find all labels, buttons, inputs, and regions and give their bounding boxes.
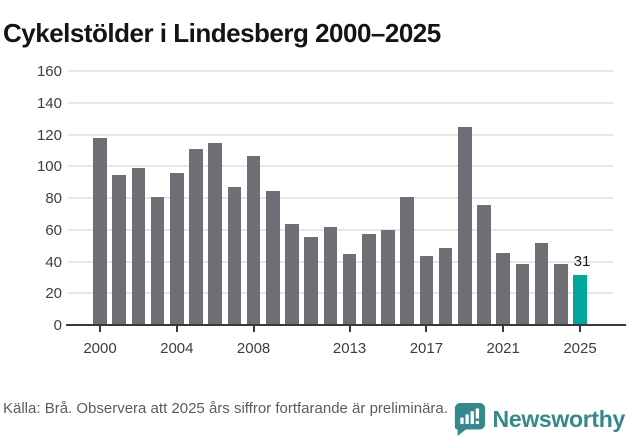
gridline-80 xyxy=(68,197,613,199)
y-tick-label-40: 40 xyxy=(45,253,62,271)
gridline-20 xyxy=(68,292,613,295)
y-tick-label-0: 0 xyxy=(53,317,62,334)
brand-name: Newsworthy xyxy=(492,405,626,432)
bar-2018 xyxy=(438,248,453,324)
x-tick-label-2000: 2000 xyxy=(83,340,117,357)
x-tick-label-2025: 2025 xyxy=(563,340,597,357)
x-tick-mark-2017 xyxy=(425,326,428,332)
bar-2022 xyxy=(515,264,530,324)
source-note: Källa: Brå. Observera att 2025 års siffr… xyxy=(3,400,448,417)
newsworthy-logo[interactable]: Newsworthy xyxy=(453,402,625,436)
bar-2017 xyxy=(419,256,434,324)
gridline-140 xyxy=(68,101,613,104)
y-tick-label-60: 60 xyxy=(45,221,62,239)
page-title: Cykelstölder i Lindesberg 2000–2025 xyxy=(3,18,441,49)
bar-2015 xyxy=(381,230,395,324)
x-tick-label-2013: 2013 xyxy=(332,340,367,357)
bar-2000 xyxy=(93,138,107,324)
bar-2008 xyxy=(246,156,261,324)
x-tick-mark-2000 xyxy=(99,326,101,332)
bar-2007 xyxy=(227,187,242,324)
y-tick-label-80: 80 xyxy=(45,190,62,207)
y-tick-label-120: 120 xyxy=(36,126,62,144)
bar-2014 xyxy=(362,234,376,324)
bar-2011 xyxy=(304,237,318,324)
x-axis-line xyxy=(66,324,626,326)
gridline-120 xyxy=(68,133,613,136)
x-tick-label-2004: 2004 xyxy=(160,340,194,357)
bar-2024 xyxy=(554,264,568,324)
y-tick-label-140: 140 xyxy=(36,94,62,112)
bar-2025 xyxy=(573,275,587,324)
bar-2019 xyxy=(458,127,472,324)
x-tick-mark-2021 xyxy=(502,326,505,332)
chart-footer: Källa: Brå. Observera att 2025 års siffr… xyxy=(3,399,625,436)
x-tick-label-2017: 2017 xyxy=(409,340,444,357)
gridline-40 xyxy=(68,260,613,263)
gridline-160 xyxy=(68,70,613,72)
bar-2009 xyxy=(266,191,280,324)
x-tick-mark-2025 xyxy=(579,326,581,332)
bar-2021 xyxy=(496,253,510,324)
bar-value-label: 31 xyxy=(573,253,591,270)
x-tick-mark-2008 xyxy=(252,326,255,332)
y-tick-label-20: 20 xyxy=(45,285,62,303)
bar-2016 xyxy=(400,197,414,324)
bar-2004 xyxy=(170,173,184,324)
newsworthy-chart-bubble-icon xyxy=(454,402,485,436)
bar-2020 xyxy=(477,205,491,324)
y-tick-label-160: 160 xyxy=(36,63,62,80)
bar-2023 xyxy=(534,243,549,324)
x-tick-label-2008: 2008 xyxy=(236,340,271,357)
bar-2003 xyxy=(150,197,165,324)
bar-2006 xyxy=(208,143,222,324)
bar-2002 xyxy=(131,168,146,324)
bar-2005 xyxy=(189,149,203,324)
gridline-60 xyxy=(68,228,613,231)
y-tick-label-100: 100 xyxy=(36,158,62,176)
bar-2010 xyxy=(285,224,299,324)
bar-2012 xyxy=(323,227,338,324)
gridline-100 xyxy=(68,165,613,168)
x-tick-mark-2004 xyxy=(175,326,178,332)
bar-2001 xyxy=(112,175,126,324)
x-tick-mark-2013 xyxy=(348,326,351,332)
x-tick-label-2021: 2021 xyxy=(486,340,520,357)
bar-2013 xyxy=(342,254,357,324)
